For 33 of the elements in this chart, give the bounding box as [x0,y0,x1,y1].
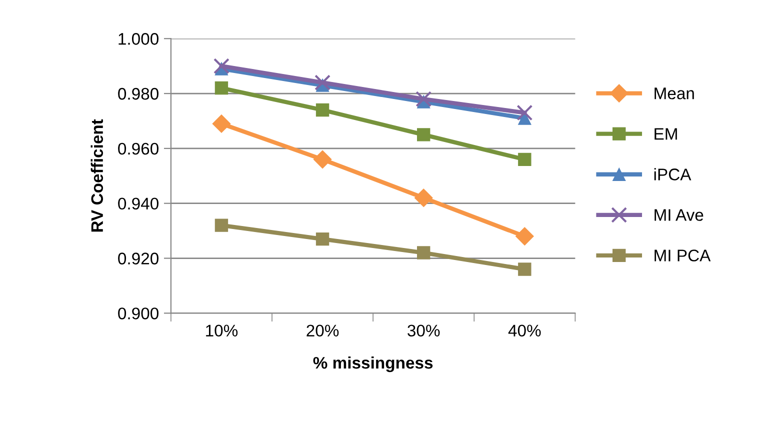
point [416,91,432,108]
y-tick-label: 0.980 [118,88,158,100]
y-tick-label: 0.900 [118,308,158,320]
point [212,114,231,133]
y-tick-label: 0.940 [118,198,158,210]
x-tick-label: 40% [508,324,541,337]
point [316,103,330,117]
point [316,232,330,246]
y-tick-label: 0.960 [118,142,158,155]
x-tick-label: 20% [306,324,339,337]
point [416,128,430,142]
point [518,262,532,276]
point [214,218,228,232]
point [313,150,332,169]
y-tick-label: 1.000 [118,33,158,45]
y-tick-label: 0.920 [118,252,158,264]
point [314,74,331,91]
legend-label: MI Ave [654,209,704,221]
x-tick-label: 10% [206,324,238,337]
x-axis-title: % missingness [313,356,433,372]
point [414,188,433,208]
point [213,58,230,74]
legend-label: EM [654,128,677,140]
point [515,227,534,246]
x-tick-label: 30% [408,324,440,337]
y-axis-title: RV Coefficient [90,119,104,232]
legend-label: Mean [654,88,694,100]
point [518,152,532,166]
point [214,81,228,95]
point [516,104,533,121]
legend-label: iPCA [654,168,692,180]
point [416,246,430,260]
legend-label: MI PCA [654,250,711,262]
